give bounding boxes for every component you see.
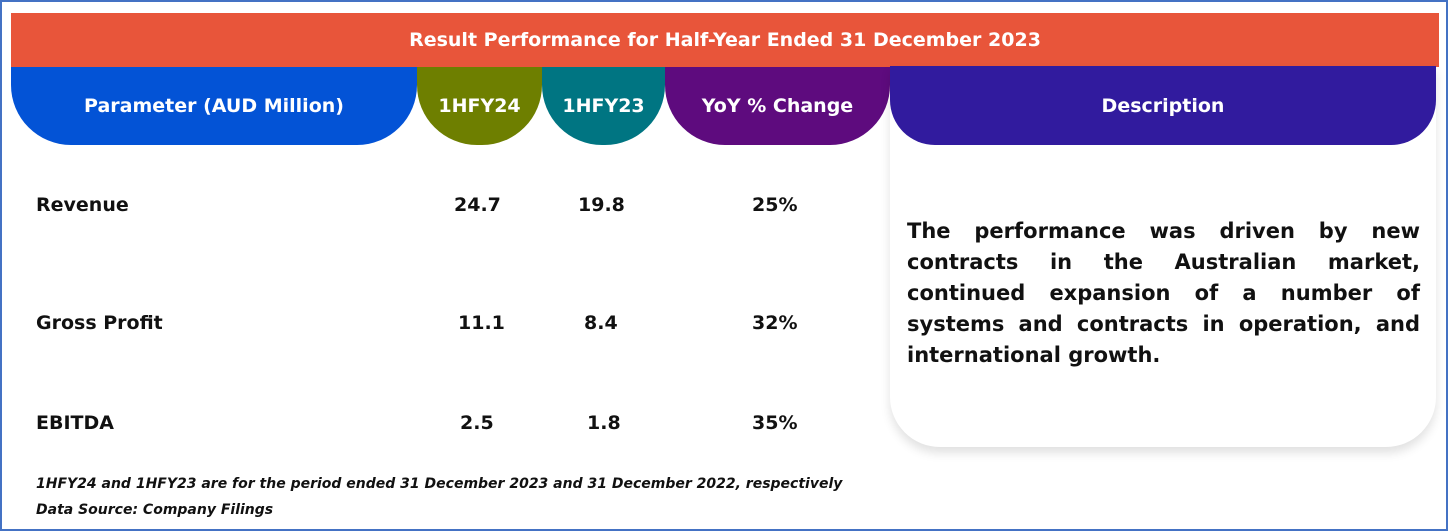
footnote-source: Data Source: Company Filings bbox=[36, 502, 274, 518]
row-revenue-parameter: Revenue bbox=[36, 194, 129, 216]
row-ebitda-parameter: EBITDA bbox=[36, 412, 114, 434]
row-gross-profit-1hfy24: 11.1 bbox=[458, 312, 505, 334]
row-ebitda-yoy: 35% bbox=[752, 412, 798, 434]
footnote-period: 1HFY24 and 1HFY23 are for the period end… bbox=[36, 476, 843, 492]
header-description: Description bbox=[890, 66, 1436, 145]
description-text: The performance was driven by new contra… bbox=[907, 219, 1420, 367]
row-ebitda-1hfy23: 1.8 bbox=[587, 412, 621, 434]
header-1hfy24: 1HFY24 bbox=[417, 67, 542, 145]
header-1hfy23: 1HFY23 bbox=[542, 67, 665, 145]
row-gross-profit-parameter: Gross Profit bbox=[36, 312, 163, 334]
row-gross-profit-1hfy23: 8.4 bbox=[584, 312, 618, 334]
header-yoy: YoY % Change bbox=[665, 67, 890, 145]
row-revenue-1hfy24: 24.7 bbox=[454, 194, 501, 216]
row-revenue-1hfy23: 19.8 bbox=[578, 194, 625, 216]
description-card: Description The performance was driven b… bbox=[890, 66, 1436, 447]
row-gross-profit-yoy: 32% bbox=[752, 312, 798, 334]
header-parameter: Parameter (AUD Million) bbox=[11, 67, 417, 145]
row-ebitda-1hfy24: 2.5 bbox=[460, 412, 494, 434]
row-revenue-yoy: 25% bbox=[752, 194, 798, 216]
table-title: Result Performance for Half-Year Ended 3… bbox=[11, 13, 1439, 67]
